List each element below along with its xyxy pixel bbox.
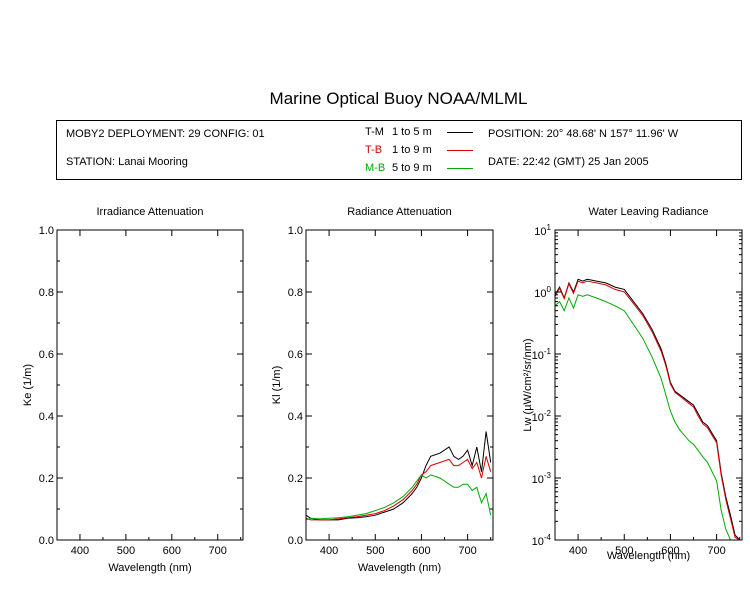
chart-panel-3: 400 500 600 700 101 100 10-1 10-2 10-3 10-4 Water … xyxy=(522,206,743,562)
chart-panel-2: 400 500 600 700 0.0 0.2 0.4 0.6 0.8 1.0 Radiance A… xyxy=(271,206,494,574)
y-tick-label: 0.4 xyxy=(288,411,303,423)
x-tick-label: 600 xyxy=(163,545,181,557)
y-tick-label: 0.0 xyxy=(39,535,54,547)
legend-label-tm: T-M xyxy=(365,126,384,138)
legend-range-tb: 1 to 9 m xyxy=(392,144,432,156)
x-tick-label: 700 xyxy=(209,545,227,557)
x-tick-label: 600 xyxy=(412,545,430,557)
x-tick-label: 500 xyxy=(117,545,135,557)
x-tick-label: 500 xyxy=(615,545,633,557)
x-axis-label: Wavelength (nm) xyxy=(358,562,441,574)
series-line-t-b xyxy=(306,456,492,521)
legend-label-tb: T-B xyxy=(365,144,383,156)
y-tick-label: 10-2 xyxy=(532,409,552,424)
deployment-text: MOBY2 DEPLOYMENT: 29 CONFIG: 01 xyxy=(66,128,265,140)
x-tick-label: 700 xyxy=(707,545,725,557)
x-tick-label: 700 xyxy=(458,545,476,557)
chart-main-title: Marine Optical Buoy NOAA/MLML xyxy=(269,89,528,108)
x-tick-label: 500 xyxy=(366,545,384,557)
x-axis-label: Wavelength (nm) xyxy=(108,562,191,574)
y-tick-label: 101 xyxy=(534,223,551,238)
x-tick-label: 600 xyxy=(661,545,679,557)
info-box: MOBY2 DEPLOYMENT: 29 CONFIG: 01 STATION:… xyxy=(56,120,742,180)
series-line-t-b xyxy=(555,280,740,540)
legend-line-tb xyxy=(447,150,473,151)
y-tick-label: 0.6 xyxy=(39,349,54,361)
y-tick-label: 1.0 xyxy=(288,225,303,237)
y-tick-label: 10-4 xyxy=(532,533,552,548)
y-tick-label: 0.8 xyxy=(39,287,54,299)
legend-range-mb: 5 to 9 m xyxy=(392,162,432,174)
y-tick-label: 100 xyxy=(534,285,551,300)
chart-panel-1: 400 500 600 700 0.0 0.2 0.4 0.6 0.8 1.0 Irradiance… xyxy=(22,206,244,574)
y-tick-label: 0.8 xyxy=(288,287,303,299)
legend-line-tm xyxy=(447,132,473,133)
y-tick-label: 10-1 xyxy=(532,347,552,362)
date-text: DATE: 22:42 (GMT) 25 Jan 2005 xyxy=(488,156,649,168)
y-axis-label: Kl (1/m) xyxy=(271,366,283,405)
y-tick-label: 0.2 xyxy=(288,473,303,485)
y-tick-label: 10-3 xyxy=(532,471,552,486)
chart-title: Radiance Attenuation xyxy=(347,206,452,218)
series-line-t-m xyxy=(555,278,741,540)
legend-label-mb: M-B xyxy=(365,162,386,174)
series-line-m-b xyxy=(306,474,492,521)
x-tick-label: 400 xyxy=(320,545,338,557)
x-tick-label: 400 xyxy=(569,545,587,557)
chart-title: Irradiance Attenuation xyxy=(96,206,203,218)
y-axis-label: Lw (µW/cm²/sr/nm) xyxy=(522,338,534,431)
plot-frame xyxy=(305,229,494,541)
series-line-t-m xyxy=(306,431,492,521)
y-tick-label: 0.0 xyxy=(288,535,303,547)
plot-frame xyxy=(554,229,743,541)
x-axis-label: Wavelength (nm) xyxy=(607,550,690,562)
y-axis-label: Ke (1/m) xyxy=(22,364,34,406)
station-text: STATION: Lanai Mooring xyxy=(66,156,188,168)
y-tick-label: 0.6 xyxy=(288,349,303,361)
y-tick-label: 0.2 xyxy=(39,473,54,485)
legend-line-mb xyxy=(447,168,473,169)
position-text: POSITION: 20° 48.68' N 157° 11.96' W xyxy=(488,128,679,140)
y-tick-label: 1.0 xyxy=(39,225,54,237)
y-tick-label: 0.4 xyxy=(39,411,54,423)
plot-frame xyxy=(56,229,244,541)
series-line-m-b xyxy=(555,294,740,540)
chart-title: Water Leaving Radiance xyxy=(588,206,708,218)
x-tick-label: 400 xyxy=(71,545,89,557)
legend-range-tm: 1 to 5 m xyxy=(392,126,432,138)
